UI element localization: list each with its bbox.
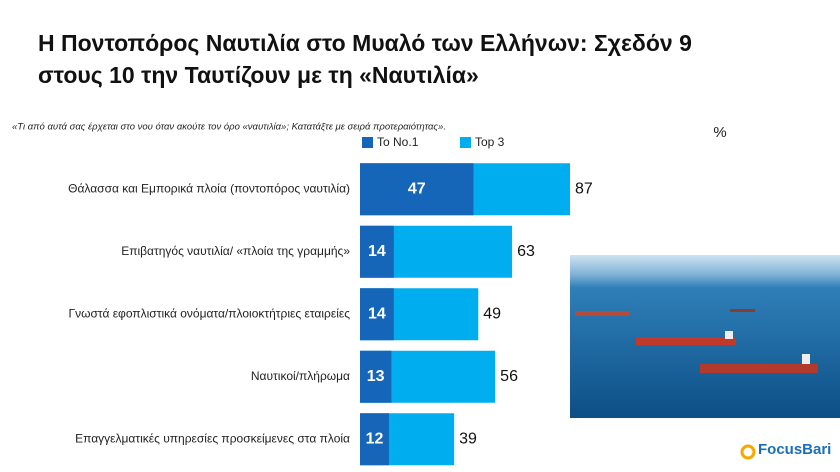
value-label: 13: [367, 368, 385, 385]
bar: [360, 413, 389, 466]
value-label: 87: [575, 180, 593, 197]
value-label: 49: [483, 305, 501, 322]
chart-title: Η Ποντοπόρος Ναυτιλία στο Μυαλό των Ελλή…: [38, 30, 692, 56]
value-label: 63: [517, 243, 535, 260]
bar: [360, 350, 392, 403]
category-label: Επιβατηγός ναυτιλία/ «πλοία της γραμμής»: [121, 244, 350, 258]
bar: [360, 288, 394, 341]
legend-swatch: [460, 137, 471, 148]
value-label: 14: [368, 305, 386, 322]
value-label: 12: [366, 430, 384, 447]
subtitle: «Τι από αυτά σας έρχεται στο νου όταν ακ…: [12, 122, 446, 133]
logo: FocusBari: [740, 441, 831, 460]
value-label: 39: [459, 430, 477, 447]
category-label: Επαγγελματικές υπηρεσίες προσκείμενες στ…: [75, 431, 350, 445]
bar: [360, 163, 474, 216]
chart-title: στους 10 την Ταυτίζουν με τη «Ναυτιλία»: [38, 62, 479, 88]
legend-label: Το No.1: [377, 135, 419, 149]
value-label: 14: [368, 243, 386, 260]
bar: [360, 225, 394, 278]
category-label: Γνωστά εφοπλιστικά ονόματα/πλοιοκτήτριες…: [68, 306, 350, 320]
legend-label: Top 3: [475, 135, 505, 149]
category-label: Ναυτικοί/πλήρωμα: [251, 369, 350, 383]
unit-label: %: [713, 124, 726, 141]
value-label: 47: [408, 180, 426, 197]
logo-text: FocusBari: [758, 441, 831, 458]
category-label: Θάλασσα και Εμπορικά πλοία (ποντοπόρος ν…: [68, 181, 350, 195]
legend-swatch: [362, 137, 373, 148]
value-label: 56: [500, 368, 518, 385]
photo: [570, 255, 840, 418]
